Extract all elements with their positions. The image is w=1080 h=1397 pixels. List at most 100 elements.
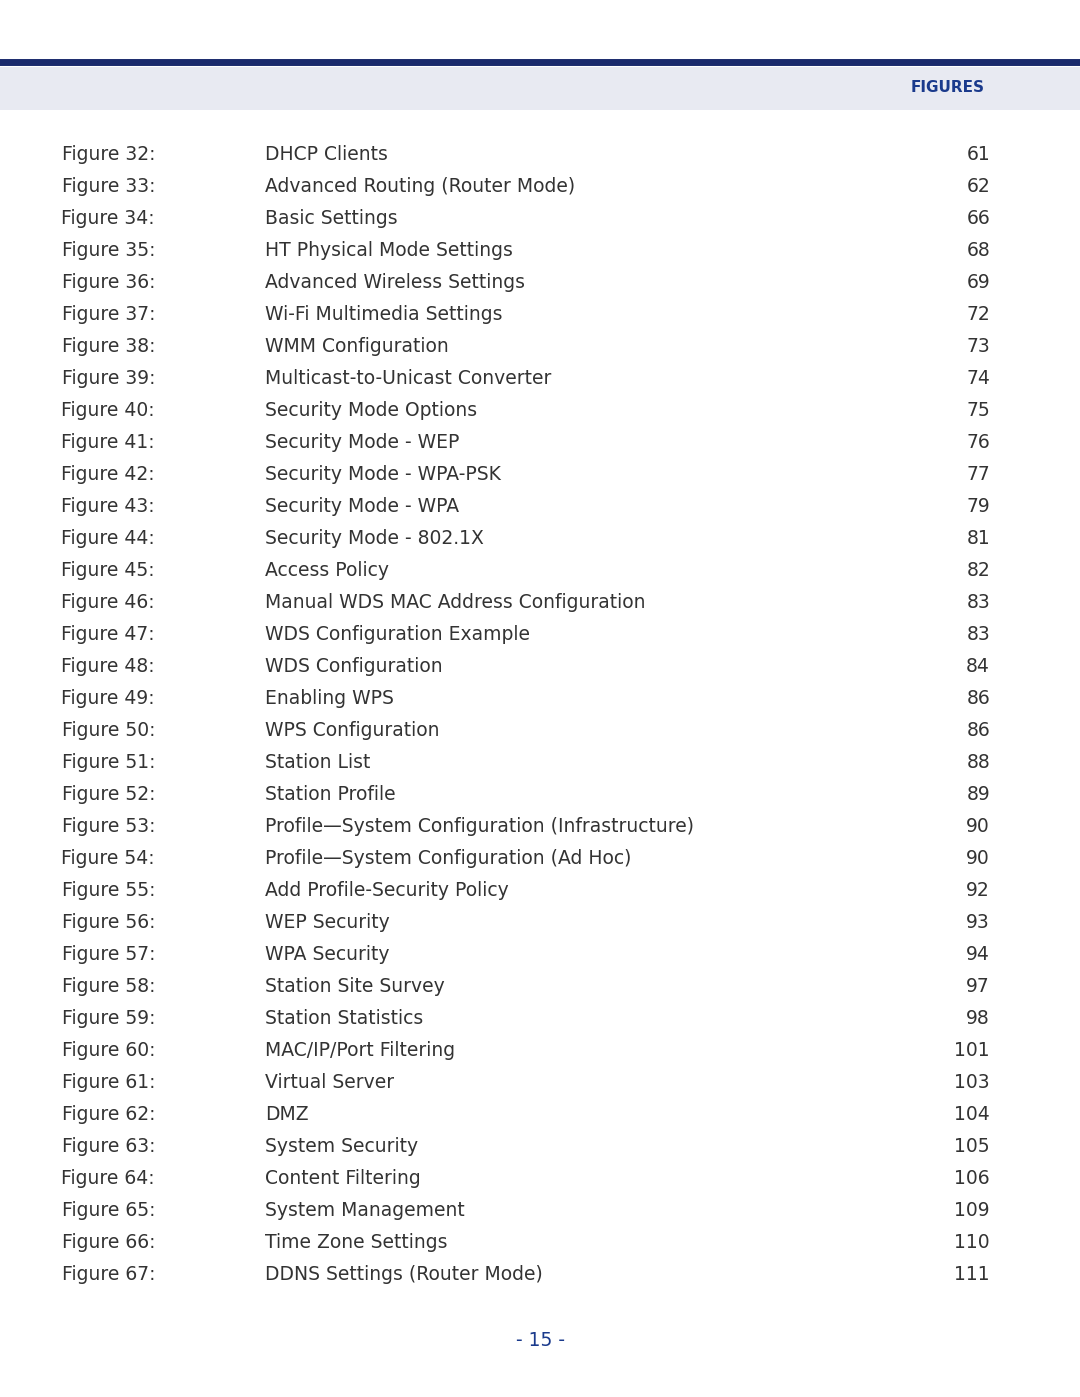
Text: Figure 36:: Figure 36: <box>62 274 156 292</box>
Text: DMZ: DMZ <box>265 1105 309 1125</box>
Text: Figure 66:: Figure 66: <box>62 1234 156 1253</box>
Text: Basic Settings: Basic Settings <box>265 210 397 229</box>
Text: 84: 84 <box>967 658 990 676</box>
Text: Profile—System Configuration (Infrastructure): Profile—System Configuration (Infrastruc… <box>265 817 694 837</box>
Text: Station Site Survey: Station Site Survey <box>265 978 445 996</box>
Text: Security Mode - WEP: Security Mode - WEP <box>265 433 459 453</box>
Text: 77: 77 <box>967 465 990 485</box>
Text: Figure 32:: Figure 32: <box>62 145 156 165</box>
Text: WDS Configuration: WDS Configuration <box>265 658 443 676</box>
Text: Figure 49:: Figure 49: <box>62 690 156 708</box>
Text: Figure 57:: Figure 57: <box>62 946 156 964</box>
Text: Profile—System Configuration (Ad Hoc): Profile—System Configuration (Ad Hoc) <box>265 849 632 869</box>
Text: 103: 103 <box>955 1073 990 1092</box>
Text: 101: 101 <box>955 1042 990 1060</box>
Text: Figure 41:: Figure 41: <box>62 433 156 453</box>
Text: 86: 86 <box>967 690 990 708</box>
Text: Content Filtering: Content Filtering <box>265 1169 421 1189</box>
Text: Add Profile-Security Policy: Add Profile-Security Policy <box>265 882 509 901</box>
Text: 111: 111 <box>955 1266 990 1284</box>
Text: Manual WDS MAC Address Configuration: Manual WDS MAC Address Configuration <box>265 594 646 612</box>
Text: Enabling WPS: Enabling WPS <box>265 690 394 708</box>
Text: Figure 60:: Figure 60: <box>62 1042 156 1060</box>
Text: 82: 82 <box>967 562 990 581</box>
Text: 90: 90 <box>967 849 990 869</box>
Text: 73: 73 <box>967 338 990 356</box>
Text: FIGURES: FIGURES <box>912 81 985 95</box>
Text: Figure 42:: Figure 42: <box>62 465 156 485</box>
Text: 61: 61 <box>967 145 990 165</box>
Text: Figure 51:: Figure 51: <box>62 753 156 773</box>
Text: 83: 83 <box>967 626 990 644</box>
Text: 74: 74 <box>967 369 990 388</box>
Text: Figure 59:: Figure 59: <box>62 1010 156 1028</box>
Text: Figure 52:: Figure 52: <box>62 785 156 805</box>
Text: 105: 105 <box>955 1137 990 1157</box>
Text: 104: 104 <box>955 1105 990 1125</box>
Text: Figure 54:: Figure 54: <box>62 849 156 869</box>
Text: 62: 62 <box>967 177 990 197</box>
Text: System Management: System Management <box>265 1201 464 1221</box>
Text: Security Mode - WPA-PSK: Security Mode - WPA-PSK <box>265 465 501 485</box>
Text: Time Zone Settings: Time Zone Settings <box>265 1234 447 1253</box>
Text: 72: 72 <box>967 306 990 324</box>
Text: 75: 75 <box>967 401 990 420</box>
Text: 86: 86 <box>967 721 990 740</box>
Text: 88: 88 <box>967 753 990 773</box>
Text: Security Mode - 802.1X: Security Mode - 802.1X <box>265 529 484 549</box>
Text: Access Policy: Access Policy <box>265 562 389 581</box>
Text: Figure 47:: Figure 47: <box>62 626 156 644</box>
Text: 110: 110 <box>955 1234 990 1253</box>
Text: WMM Configuration: WMM Configuration <box>265 338 449 356</box>
Text: 92: 92 <box>967 882 990 901</box>
Text: 109: 109 <box>955 1201 990 1221</box>
Text: Virtual Server: Virtual Server <box>265 1073 394 1092</box>
Text: 81: 81 <box>967 529 990 549</box>
Text: 98: 98 <box>967 1010 990 1028</box>
Text: Multicast-to-Unicast Converter: Multicast-to-Unicast Converter <box>265 369 552 388</box>
Text: 83: 83 <box>967 594 990 612</box>
Text: Figure 55:: Figure 55: <box>62 882 156 901</box>
Text: 68: 68 <box>967 242 990 260</box>
Text: Advanced Wireless Settings: Advanced Wireless Settings <box>265 274 525 292</box>
Text: Security Mode Options: Security Mode Options <box>265 401 477 420</box>
Text: Figure 43:: Figure 43: <box>62 497 156 517</box>
Text: Figure 58:: Figure 58: <box>62 978 156 996</box>
Text: Figure 62:: Figure 62: <box>62 1105 156 1125</box>
Text: Figure 61:: Figure 61: <box>62 1073 156 1092</box>
Text: Figure 39:: Figure 39: <box>62 369 156 388</box>
Text: Figure 67:: Figure 67: <box>62 1266 156 1284</box>
Text: Figure 64:: Figure 64: <box>62 1169 156 1189</box>
Text: Figure 33:: Figure 33: <box>62 177 156 197</box>
Text: 66: 66 <box>967 210 990 229</box>
Text: MAC/IP/Port Filtering: MAC/IP/Port Filtering <box>265 1042 455 1060</box>
Text: 69: 69 <box>967 274 990 292</box>
Text: Figure 65:: Figure 65: <box>62 1201 156 1221</box>
Text: 106: 106 <box>955 1169 990 1189</box>
Text: WPA Security: WPA Security <box>265 946 390 964</box>
Text: Figure 48:: Figure 48: <box>62 658 156 676</box>
Text: Figure 35:: Figure 35: <box>62 242 156 260</box>
Text: 89: 89 <box>967 785 990 805</box>
Bar <box>0 67 1080 110</box>
Text: 97: 97 <box>967 978 990 996</box>
Text: Figure 46:: Figure 46: <box>62 594 156 612</box>
Text: Figure 56:: Figure 56: <box>62 914 156 933</box>
Text: Wi-Fi Multimedia Settings: Wi-Fi Multimedia Settings <box>265 306 502 324</box>
Text: 76: 76 <box>967 433 990 453</box>
Text: Figure 34:: Figure 34: <box>62 210 156 229</box>
Text: WDS Configuration Example: WDS Configuration Example <box>265 626 530 644</box>
Text: Figure 63:: Figure 63: <box>62 1137 156 1157</box>
Text: 79: 79 <box>967 497 990 517</box>
Text: Security Mode - WPA: Security Mode - WPA <box>265 497 459 517</box>
Text: 93: 93 <box>967 914 990 933</box>
Text: DHCP Clients: DHCP Clients <box>265 145 388 165</box>
Text: WEP Security: WEP Security <box>265 914 390 933</box>
Text: 94: 94 <box>967 946 990 964</box>
Text: WPS Configuration: WPS Configuration <box>265 721 440 740</box>
Text: HT Physical Mode Settings: HT Physical Mode Settings <box>265 242 513 260</box>
Text: Advanced Routing (Router Mode): Advanced Routing (Router Mode) <box>265 177 576 197</box>
Text: Figure 40:: Figure 40: <box>62 401 156 420</box>
Text: Figure 45:: Figure 45: <box>62 562 156 581</box>
Text: Figure 38:: Figure 38: <box>62 338 156 356</box>
